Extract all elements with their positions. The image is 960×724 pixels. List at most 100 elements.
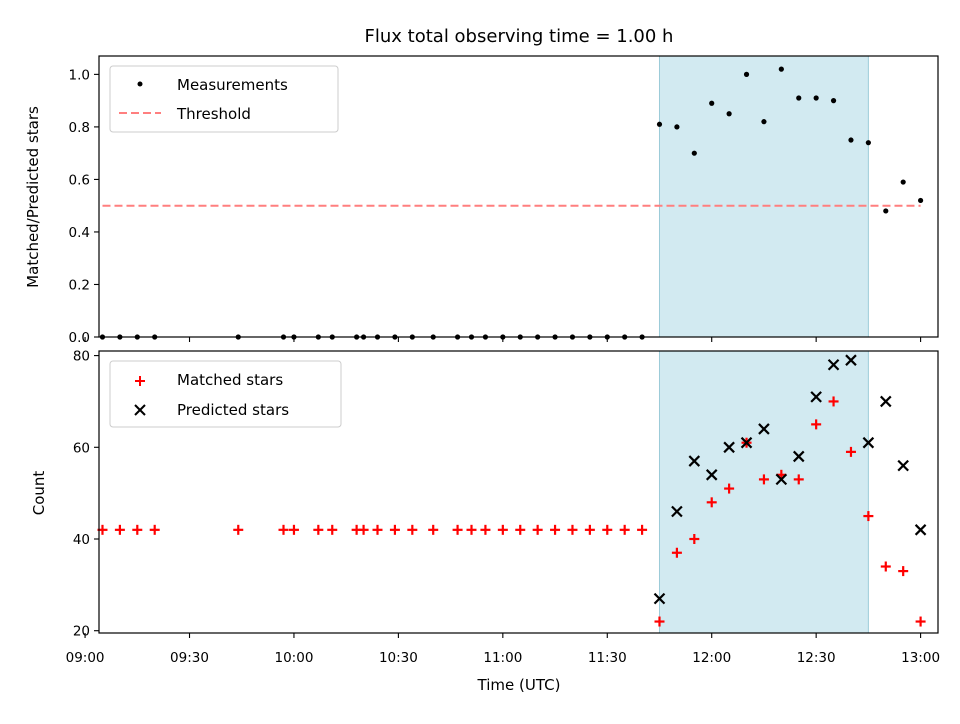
matched-star-point: [793, 474, 804, 485]
legend-predicted-marker: [134, 404, 146, 416]
predicted-star-point: [845, 354, 857, 366]
matched-star-point: [407, 524, 418, 535]
legend-matched-marker: [135, 376, 145, 386]
measurement-point: [900, 179, 906, 185]
chart-title: Flux total observing time = 1.00 h: [365, 26, 674, 47]
predicted-star-point: [688, 455, 701, 467]
predicted-star-point: [653, 592, 666, 605]
bottom-y-tick-label: 20: [73, 624, 90, 640]
measurement-point: [674, 124, 680, 130]
bottom-shaded-region: [658, 350, 869, 634]
x-tick-label: 11:00: [483, 650, 522, 666]
measurement-point: [813, 95, 819, 101]
predicted-star-point: [705, 469, 718, 481]
measurement-point: [778, 66, 784, 72]
matched-star-point: [863, 511, 874, 522]
top-y-tick-label: 0.6: [69, 172, 90, 188]
matched-star-point: [288, 524, 299, 535]
legend-measurements-label: Measurements: [177, 76, 288, 94]
top-y-tick-label: 0.2: [69, 277, 90, 293]
measurement-point: [761, 119, 767, 125]
measurement-point: [691, 150, 697, 156]
measurement-point: [848, 137, 854, 143]
bottom-y-tick-label: 60: [73, 440, 90, 456]
x-tick-label: 09:30: [170, 650, 209, 666]
matched-star-point: [452, 524, 463, 535]
top-plot-frame: [98, 55, 939, 338]
predicted-star-point: [775, 473, 788, 486]
top-y-tick-label: 0.8: [69, 120, 90, 136]
top-y-tick-label: 1.0: [69, 67, 90, 83]
matched-star-point: [671, 547, 682, 558]
matched-star-point: [706, 497, 717, 508]
top-panel: 0.0 0.2 0.4 0.6 0.8 1.0 Matched/Predicted sta…: [24, 55, 939, 346]
x-tick-label: 12:00: [692, 650, 731, 666]
matched-star-point: [149, 524, 160, 535]
predicted-star-point: [758, 423, 770, 435]
matched-star-point: [811, 419, 822, 430]
measurement-point: [656, 121, 663, 127]
top-y-ticks: 0.0 0.2 0.4 0.6 0.8 1.0: [69, 67, 99, 346]
matched-star-point: [584, 524, 595, 535]
matched-star-point: [567, 524, 578, 535]
x-tick-label: 10:00: [275, 650, 314, 666]
matched-star-point: [480, 524, 491, 535]
matched-star-point: [915, 616, 926, 627]
measurement-point: [743, 71, 750, 77]
top-legend: Measurements Threshold: [109, 65, 339, 133]
measurement-point: [917, 197, 924, 204]
bottom-y-tick-label: 80: [73, 349, 90, 365]
x-axis-label: Time (UTC): [477, 676, 561, 694]
bottom-x-ticks: 09:00 09:30 10:00 10:30 11:00 11:30 12:00 12:30…: [66, 633, 940, 666]
measurement-point: [830, 98, 837, 104]
matched-star-point: [278, 524, 289, 535]
matched-star-point: [372, 524, 383, 535]
x-tick-label: 09:00: [66, 650, 105, 666]
predicted-star-point: [740, 436, 753, 449]
matched-star-point: [114, 524, 125, 535]
predicted-star-point: [827, 358, 840, 371]
matched-star-point: [828, 396, 839, 407]
matched-star-point: [724, 483, 735, 494]
bottom-panel: 20 40 60 80 09:00 09:30 10:00 10:30 11:00 11:30 1…: [30, 349, 940, 694]
matched-star-point: [358, 524, 369, 535]
measurement-point: [883, 208, 889, 214]
count-points: [97, 354, 927, 627]
bottom-legend: Matched stars Predicted stars: [109, 360, 342, 428]
matched-star-point: [428, 524, 439, 535]
legend-measurements-marker: [137, 81, 143, 87]
matched-star-point: [132, 524, 143, 535]
bottom-y-axis-label: Count: [30, 471, 48, 516]
top-x-ticks: [84, 337, 922, 342]
predicted-star-point: [862, 436, 875, 449]
top-y-tick-label: 0.0: [69, 330, 90, 346]
matched-star-point: [313, 524, 324, 535]
measurement-point: [796, 95, 802, 101]
measurement-point: [726, 111, 732, 117]
x-tick-label: 13:00: [901, 650, 940, 666]
bottom-y-tick-label: 40: [73, 532, 90, 548]
measurement-point: [865, 140, 871, 146]
bottom-y-ticks: 20 40 60 80: [73, 349, 99, 640]
measurement-point: [709, 100, 715, 106]
top-y-axis-label: Matched/Predicted stars: [24, 106, 42, 288]
top-shaded-region: [658, 55, 869, 338]
matched-star-point: [233, 524, 244, 535]
top-legend-box: [109, 65, 339, 133]
predicted-star-point: [810, 391, 822, 403]
predicted-star-point: [897, 459, 909, 472]
matched-star-point: [845, 446, 856, 457]
matched-star-point: [466, 524, 477, 535]
predicted-star-point: [880, 395, 892, 408]
matched-star-point: [758, 474, 769, 485]
predicted-star-point: [792, 450, 805, 463]
legend-matched-label: Matched stars: [177, 371, 283, 389]
matched-star-point: [532, 524, 543, 535]
bottom-legend-box: [109, 360, 342, 428]
matched-star-point: [389, 524, 400, 535]
matched-star-point: [689, 534, 700, 544]
legend-threshold-label: Threshold: [176, 105, 251, 123]
x-tick-label: 11:30: [588, 650, 627, 666]
predicted-star-point: [914, 524, 927, 536]
